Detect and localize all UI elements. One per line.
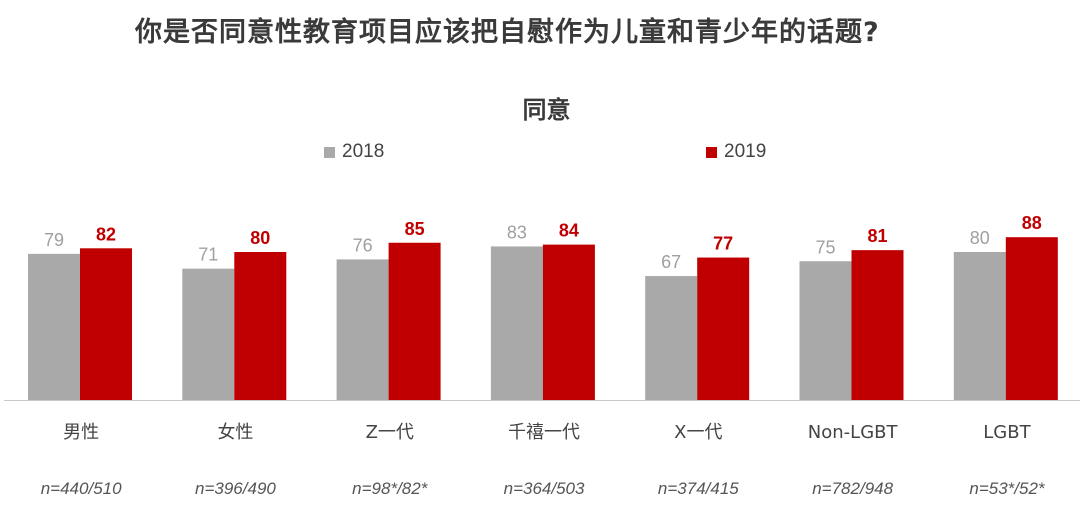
sample-size-label-4: n=364/503 [504, 479, 585, 498]
data-label-2019-2: 80 [250, 228, 270, 248]
bar-2018-2 [182, 268, 235, 400]
data-label-2018-2: 71 [198, 245, 218, 265]
category-label-4: 千禧一代 [508, 422, 580, 443]
bar-2018-3 [336, 259, 389, 400]
bar-2018-7 [953, 252, 1006, 400]
bar-2018-4 [490, 246, 543, 400]
category-label-6: Non-LGBT [808, 422, 899, 443]
legend-label-2019: 2019 [724, 141, 767, 162]
data-label-2018-6: 75 [815, 237, 835, 257]
category-label-1: 男性 [63, 422, 99, 443]
bar-2019-4 [542, 244, 595, 400]
bar-2019-6 [851, 250, 904, 400]
data-label-2019-5: 77 [713, 234, 733, 254]
data-label-2019-6: 81 [867, 226, 887, 246]
bar-2018-5 [645, 276, 698, 400]
sample-size-label-5: n=374/415 [658, 479, 739, 498]
bar-2019-2 [234, 252, 287, 400]
category-label-3: Z一代 [366, 422, 414, 443]
data-label-2019-4: 84 [559, 221, 579, 241]
bar-2019-7 [1005, 237, 1058, 400]
legend-item-2019: 2019 [706, 141, 766, 163]
data-label-2018-1: 79 [44, 230, 64, 250]
sample-size-label-2: n=396/490 [195, 479, 276, 498]
bar-2019-1 [80, 248, 132, 400]
category-label-2: 女性 [217, 422, 253, 443]
data-label-2018-7: 80 [970, 228, 990, 248]
legend-item-2018: 2018 [324, 141, 384, 163]
bar-2019-5 [697, 257, 750, 400]
chart-title: 同意 [522, 96, 571, 124]
data-label-2019-1: 82 [96, 224, 116, 244]
page-title: 你是否同意性教育项目应该把自慰作为儿童和青少年的话题? [135, 17, 880, 48]
sample-size-label-3: n=98*/82* [352, 479, 429, 498]
sample-size-label-7: n=53*/52* [969, 479, 1046, 498]
data-label-2019-3: 85 [405, 219, 425, 239]
data-label-2018-5: 67 [661, 252, 681, 272]
sample-size-label-6: n=782/948 [812, 479, 893, 498]
data-label-2018-4: 83 [507, 222, 527, 242]
sample-size-label-1: n=440/510 [41, 479, 122, 498]
legend-swatch-2018 [324, 146, 335, 158]
legend-swatch-2019 [706, 146, 717, 158]
bar-2018-1 [28, 253, 80, 400]
bar-2019-3 [388, 242, 441, 400]
legend-label-2018: 2018 [342, 141, 385, 162]
category-label-5: X一代 [674, 422, 722, 443]
category-label-7: LGBT [983, 422, 1031, 443]
bar-2018-6 [799, 261, 852, 400]
data-label-2018-3: 76 [353, 235, 373, 255]
data-label-2019-7: 88 [1022, 213, 1042, 233]
